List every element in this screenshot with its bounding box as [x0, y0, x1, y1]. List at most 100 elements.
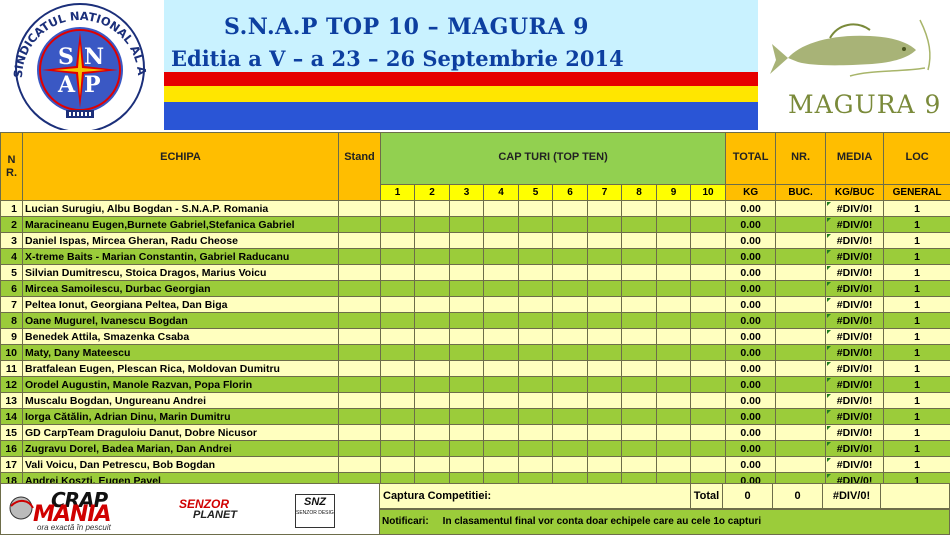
cell-team[interactable]: Bratfalean Eugen, Plescan Rica, Moldovan…: [22, 360, 339, 377]
cell-capture-2[interactable]: [414, 232, 450, 249]
cell-capture-10[interactable]: [689, 200, 727, 217]
cell-capture-1[interactable]: [380, 200, 415, 217]
cell-capture-10[interactable]: [689, 376, 727, 393]
cell-capture-9[interactable]: [656, 424, 691, 441]
cell-capture-4[interactable]: [483, 328, 519, 345]
cell-capture-5[interactable]: [518, 376, 553, 393]
cell-capture-6[interactable]: [552, 200, 588, 217]
cell-capture-7[interactable]: [587, 232, 622, 249]
cell-capture-3[interactable]: [449, 456, 484, 473]
cell-capture-2[interactable]: [414, 280, 450, 297]
cell-stand[interactable]: [338, 232, 381, 249]
cell-capture-6[interactable]: [552, 392, 588, 409]
cell-loc[interactable]: 1: [883, 408, 950, 425]
cell-capture-5[interactable]: [518, 200, 553, 217]
cell-stand[interactable]: [338, 360, 381, 377]
cell-stand[interactable]: [338, 248, 381, 265]
cell-nr-buc[interactable]: [775, 360, 827, 377]
cell-media[interactable]: #DIV/0!: [825, 216, 885, 233]
cell-stand[interactable]: [338, 264, 381, 281]
cell-capture-7[interactable]: [587, 456, 622, 473]
cell-capture-9[interactable]: [656, 248, 691, 265]
cell-capture-3[interactable]: [449, 376, 484, 393]
cell-capture-5[interactable]: [518, 248, 553, 265]
cell-capture-4[interactable]: [483, 280, 519, 297]
cell-capture-1[interactable]: [380, 424, 415, 441]
cell-capture-9[interactable]: [656, 328, 691, 345]
cell-nr[interactable]: 3: [0, 232, 23, 249]
cell-capture-9[interactable]: [656, 376, 691, 393]
cell-team[interactable]: Silvian Dumitrescu, Stoica Dragos, Mariu…: [22, 264, 339, 281]
cell-stand[interactable]: [338, 312, 381, 329]
cell-team[interactable]: Maty, Dany Mateescu: [22, 344, 339, 361]
cell-capture-1[interactable]: [380, 440, 415, 457]
cell-capture-4[interactable]: [483, 232, 519, 249]
cell-capture-3[interactable]: [449, 328, 484, 345]
cell-media[interactable]: #DIV/0!: [825, 344, 885, 361]
cell-capture-7[interactable]: [587, 264, 622, 281]
cell-capture-7[interactable]: [587, 328, 622, 345]
cell-nr[interactable]: 13: [0, 392, 23, 409]
cell-capture-2[interactable]: [414, 424, 450, 441]
cell-nr-buc[interactable]: [775, 296, 827, 313]
cell-loc[interactable]: 1: [883, 328, 950, 345]
cell-loc[interactable]: 1: [883, 248, 950, 265]
cell-media[interactable]: #DIV/0!: [825, 328, 885, 345]
cell-capture-10[interactable]: [689, 248, 727, 265]
cell-capture-3[interactable]: [449, 216, 484, 233]
cell-capture-8[interactable]: [621, 232, 657, 249]
cell-capture-6[interactable]: [552, 344, 588, 361]
cell-media[interactable]: #DIV/0!: [825, 408, 885, 425]
cell-nr[interactable]: 7: [0, 296, 23, 313]
cell-capture-7[interactable]: [587, 296, 622, 313]
cell-stand[interactable]: [338, 296, 381, 313]
cell-capture-6[interactable]: [552, 440, 588, 457]
cell-capture-5[interactable]: [518, 232, 553, 249]
cell-capture-2[interactable]: [414, 456, 450, 473]
cell-capture-5[interactable]: [518, 216, 553, 233]
cell-team[interactable]: Maracineanu Eugen,Burnete Gabriel,Stefan…: [22, 216, 339, 233]
cell-capture-10[interactable]: [689, 424, 727, 441]
cell-stand[interactable]: [338, 408, 381, 425]
cell-capture-2[interactable]: [414, 296, 450, 313]
cell-stand[interactable]: [338, 216, 381, 233]
cell-capture-6[interactable]: [552, 264, 588, 281]
cell-team[interactable]: Lucian Surugiu, Albu Bogdan - S.N.A.P. R…: [22, 200, 339, 217]
cell-loc[interactable]: 1: [883, 296, 950, 313]
cell-capture-3[interactable]: [449, 408, 484, 425]
cell-capture-10[interactable]: [689, 312, 727, 329]
cell-capture-2[interactable]: [414, 344, 450, 361]
cell-capture-1[interactable]: [380, 456, 415, 473]
cell-capture-10[interactable]: [689, 360, 727, 377]
cell-loc[interactable]: 1: [883, 216, 950, 233]
cell-stand[interactable]: [338, 392, 381, 409]
cell-nr-buc[interactable]: [775, 280, 827, 297]
cell-nr-buc[interactable]: [775, 440, 827, 457]
cell-loc[interactable]: 1: [883, 344, 950, 361]
cell-media[interactable]: #DIV/0!: [825, 280, 885, 297]
cell-capture-6[interactable]: [552, 296, 588, 313]
cell-capture-8[interactable]: [621, 376, 657, 393]
cell-total-kg[interactable]: 0.00: [725, 376, 777, 393]
cell-capture-4[interactable]: [483, 376, 519, 393]
cell-team[interactable]: X-treme Baits - Marian Constantin, Gabri…: [22, 248, 339, 265]
cell-capture-7[interactable]: [587, 280, 622, 297]
cell-capture-10[interactable]: [689, 280, 727, 297]
cell-nr[interactable]: 6: [0, 280, 23, 297]
cell-loc[interactable]: 1: [883, 392, 950, 409]
cell-capture-1[interactable]: [380, 216, 415, 233]
cell-team[interactable]: Oane Mugurel, Ivanescu Bogdan: [22, 312, 339, 329]
cell-capture-5[interactable]: [518, 296, 553, 313]
cell-capture-3[interactable]: [449, 296, 484, 313]
cell-capture-4[interactable]: [483, 296, 519, 313]
cell-media[interactable]: #DIV/0!: [825, 360, 885, 377]
cell-capture-5[interactable]: [518, 440, 553, 457]
cell-capture-7[interactable]: [587, 200, 622, 217]
cell-team[interactable]: Mircea Samoilescu, Durbac Georgian: [22, 280, 339, 297]
cell-capture-6[interactable]: [552, 280, 588, 297]
cell-capture-4[interactable]: [483, 440, 519, 457]
cell-total-kg[interactable]: 0.00: [725, 312, 777, 329]
cell-capture-1[interactable]: [380, 296, 415, 313]
cell-capture-7[interactable]: [587, 344, 622, 361]
cell-capture-8[interactable]: [621, 360, 657, 377]
